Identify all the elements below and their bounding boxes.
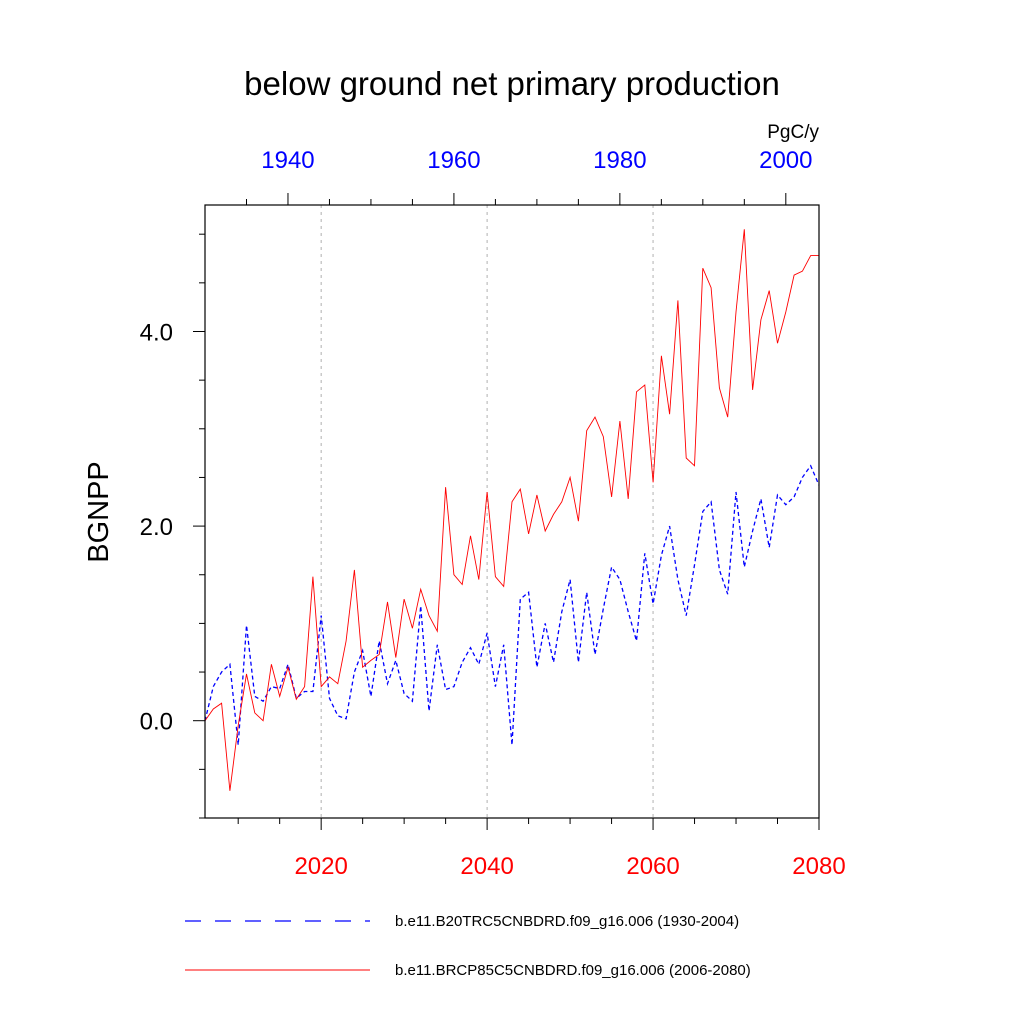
grid-lines bbox=[320, 205, 654, 818]
legend-label-historical: b.e11.B20TRC5CNBDRD.f09_g16.006 (1930-20… bbox=[395, 913, 739, 930]
bottom-tick-label-2060: 2060 bbox=[626, 853, 679, 880]
top-tick-label-1960: 1960 bbox=[427, 147, 480, 174]
top-tick-label-1940: 1940 bbox=[261, 147, 314, 174]
bottom-tick-label-2080: 2080 bbox=[792, 853, 845, 880]
bottom-tick-label-2020: 2020 bbox=[294, 853, 347, 880]
top-tick-label-2000: 2000 bbox=[759, 147, 812, 174]
y-axis-label: BGNPP bbox=[83, 461, 115, 563]
series-lines bbox=[204, 229, 820, 791]
y-tick-label-4: 4.0 bbox=[140, 319, 173, 346]
plot-frame bbox=[204, 204, 820, 819]
legend-label-rcp85: b.e11.BRCP85C5CNBDRD.f09_g16.006 (2006-2… bbox=[395, 962, 751, 979]
series-line-rcp85 bbox=[204, 229, 819, 791]
axis-ticks bbox=[193, 193, 820, 830]
bottom-tick-label-2040: 2040 bbox=[460, 853, 513, 880]
units-label: PgC/y bbox=[767, 122, 819, 143]
y-tick-label-2: 2.0 bbox=[140, 514, 173, 541]
y-tick-label-0: 0.0 bbox=[140, 709, 173, 736]
chart-title: below ground net primary production bbox=[244, 65, 780, 102]
tick-labels: 2020 2040 2060 2080 1940 1960 1980 2000 0.0 2.0 4.… bbox=[140, 147, 846, 880]
top-tick-label-1980: 1980 bbox=[593, 147, 646, 174]
series-line-historical bbox=[204, 464, 820, 746]
legend: b.e11.B20TRC5CNBDRD.f09_g16.006 (1930-20… bbox=[185, 913, 751, 979]
